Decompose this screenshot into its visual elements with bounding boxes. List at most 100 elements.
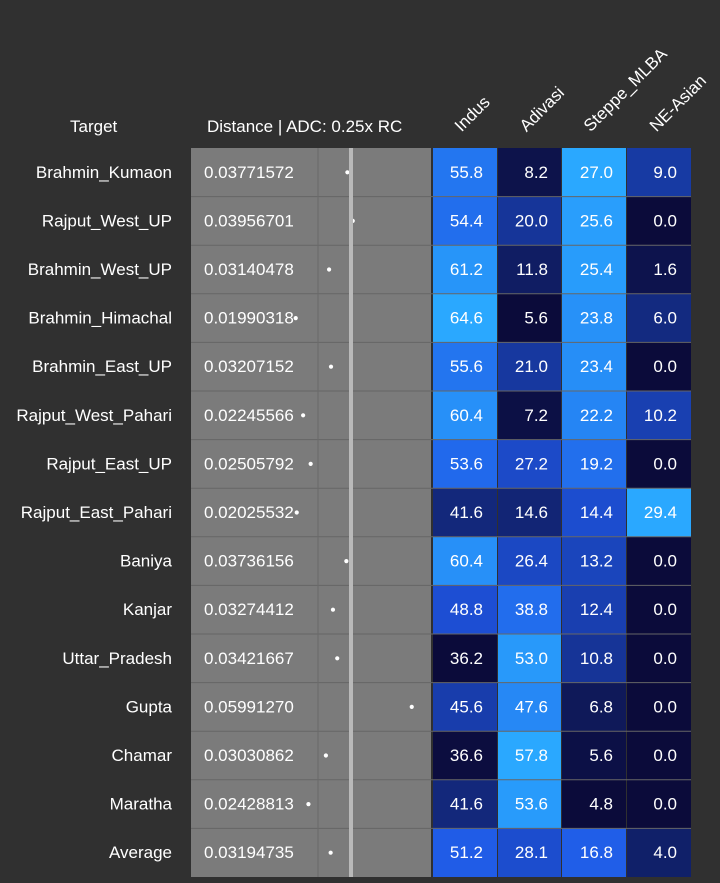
cell-value: 21.0 [515,357,548,376]
heatmap-cell [627,293,691,343]
cell-value: 61.2 [450,260,483,279]
cell-value: 28.1 [515,843,548,862]
target-label: Brahmin_West_UP [28,260,172,279]
distance-value: 0.03207152 [204,357,294,376]
heatmap-cell [562,536,626,586]
distance-value: 0.02428813 [204,795,294,814]
cell-value: 11.8 [516,260,548,279]
target-label: Brahmin_Himachal [28,309,172,328]
cell-value: 6.0 [653,309,677,328]
target-label: Kanjar [123,600,172,619]
heatmap-cell [627,731,691,780]
heatmap-cell [498,342,561,391]
cell-value: 23.4 [580,357,613,376]
cell-value: 0.0 [653,795,677,814]
heatmap-cell [433,293,497,343]
cell-value: 0.0 [653,357,677,376]
cell-value: 16.8 [580,843,613,862]
distance-dot [301,413,306,418]
target-label: Brahmin_East_UP [32,357,172,376]
heatmap-cell [498,585,561,634]
heatmap-cell [433,196,497,246]
cell-value: 53.6 [515,795,548,814]
heatmap-cell [433,148,497,197]
cell-value: 13.2 [580,552,613,571]
cell-value: 53.0 [515,649,548,668]
cell-value: 0.0 [653,746,677,765]
heatmap-cell [627,342,691,391]
heatmap-cell [498,148,561,197]
heatmap-cell [562,439,626,489]
heatmap-cell [498,293,561,343]
distance-dot [323,753,328,758]
cell-value: 14.6 [515,503,548,522]
target-label: Uttar_Pradesh [62,649,172,668]
heatmap-cell [627,391,691,440]
cell-value: 5.6 [524,309,548,328]
cell-value: 20.0 [515,211,548,230]
heatmap-cell [627,439,691,489]
heatmap-cell [433,779,497,829]
cell-value: 41.6 [450,795,483,814]
distance-value: 0.01990318 [204,309,294,328]
distance-dot [293,316,298,321]
heatmap-cell [433,245,497,294]
heatmap-cell [562,391,626,440]
cell-value: 0.0 [653,454,677,473]
distance-dot [330,607,336,612]
heatmap-cell [627,245,691,294]
cell-value: 9.0 [653,163,677,182]
cell-value: 25.6 [580,211,613,230]
heatmap-cell [562,245,626,294]
distance-dot [328,364,334,369]
cell-value: 60.4 [450,406,483,425]
cell-value: 47.6 [515,697,548,716]
heatmap-cell [562,293,626,343]
heatmap-cell [433,342,497,391]
cell-value: 64.6 [450,309,483,328]
heatmap-cell [627,828,691,877]
distance-dot [345,170,350,175]
heatmap-cell [498,682,561,732]
heatmap-cell [433,585,497,634]
heatmap-cell [627,585,691,634]
cell-value: 60.4 [450,552,483,571]
cell-value: 25.4 [580,260,613,279]
heatmap-cell [498,196,561,246]
distance-dot [306,802,311,807]
heatmap-cell [433,391,497,440]
heatmap-cell [627,779,691,829]
cell-value: 27.2 [515,454,548,473]
heatmap-cell [562,148,626,197]
cell-value: 5.6 [589,746,613,765]
distance-value: 0.02025532 [204,503,294,522]
cell-value: 19.2 [580,454,613,473]
heatmap-cell [498,779,561,829]
cell-value: 55.6 [450,357,483,376]
heatmap-cell [562,779,626,829]
heatmap-cell [627,634,691,683]
cell-value: 23.8 [580,309,613,328]
target-label: Rajput_East_Pahari [21,503,172,522]
target-label: Rajput_West_UP [42,211,172,230]
distance-column-bg [191,148,431,877]
distance-dot [409,704,414,710]
cell-value: 36.6 [450,746,483,765]
target-label: Chamar [112,746,173,765]
distance-value: 0.02505792 [204,454,294,473]
heatmap-cell [498,488,561,537]
cell-value: 7.2 [524,406,548,425]
distance-value: 0.03421667 [204,649,294,668]
cell-value: 0.0 [653,600,677,619]
heatmap-cell [433,536,497,586]
heatmap-cell [562,488,626,537]
heatmap-cell [562,828,626,877]
cell-value: 54.4 [450,211,483,230]
cell-value: 36.2 [450,649,483,668]
target-column-header: Target [70,117,118,136]
target-label: Baniya [120,552,173,571]
distance-value: 0.03956701 [204,211,294,230]
distance-dot [344,559,349,564]
heatmap-cell [498,391,561,440]
